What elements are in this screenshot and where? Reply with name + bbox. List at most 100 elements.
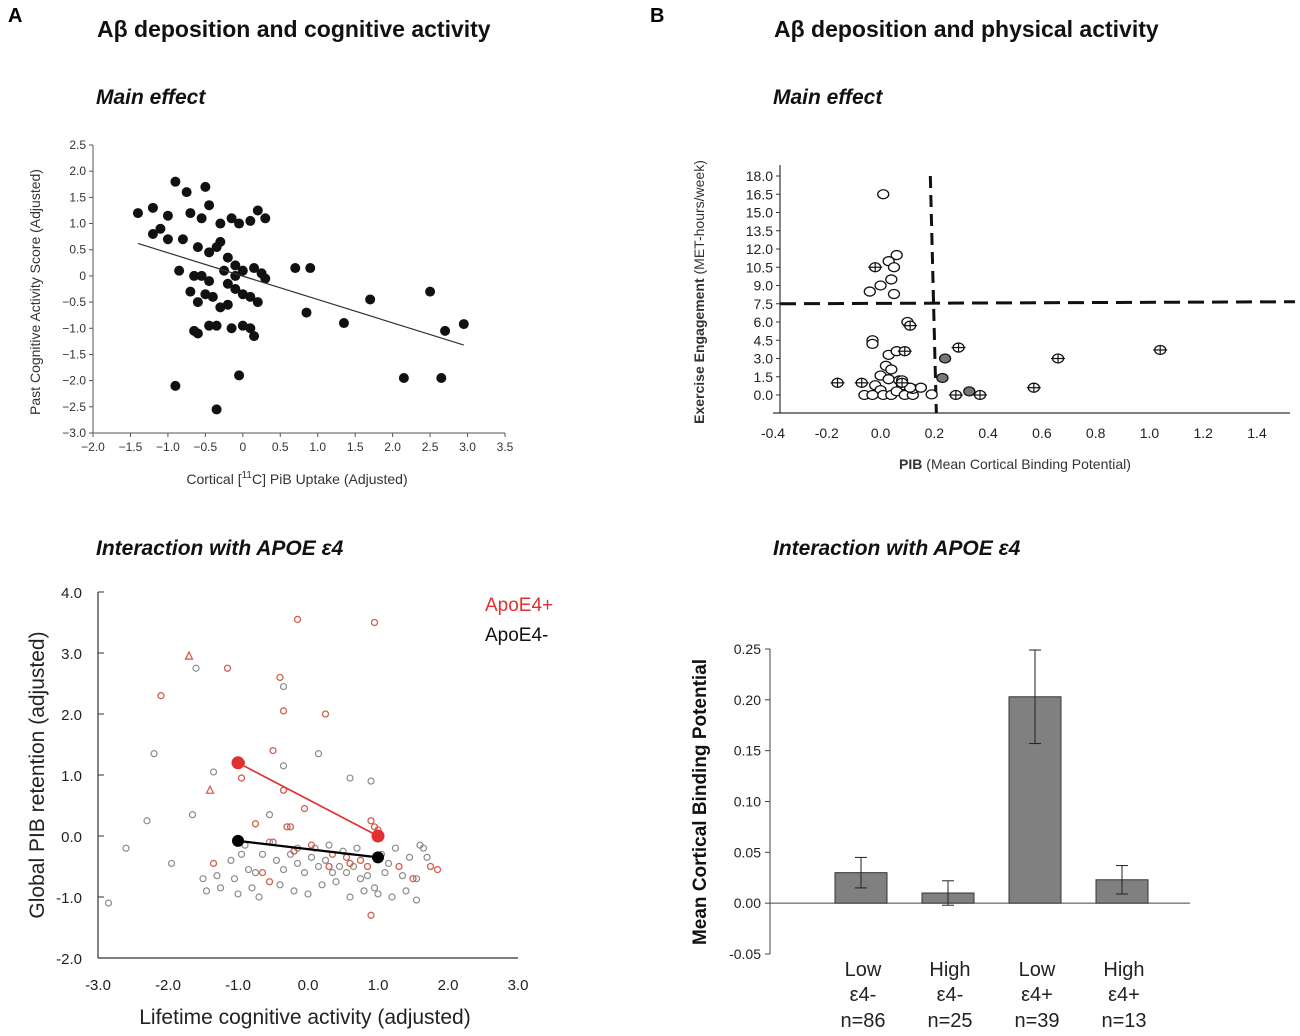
chart-b-main-scatter: PIB (Mean Cortical Binding Potential) Ex… (691, 160, 1296, 472)
apoe4-negative-point (199, 875, 207, 883)
x-tick-label: 0.0 (298, 977, 319, 994)
data-point (398, 373, 409, 384)
data-point-open (874, 280, 887, 291)
apoe4-negative-point (248, 884, 256, 892)
data-point (185, 286, 196, 297)
data-point (204, 276, 215, 287)
apoe4-negative-point (209, 768, 218, 776)
apoe4-negative-point (360, 887, 368, 895)
category-label-line2: ε4+ (1108, 984, 1140, 1006)
apoe4-positive-point (321, 710, 330, 718)
apoe4-negative-point (300, 868, 309, 877)
apoe4-negative-point (384, 859, 393, 868)
y-tick-label: 2.0 (69, 164, 86, 178)
apoe4-negative-point (279, 682, 288, 691)
category-label-line1: Low (1019, 959, 1056, 981)
apoe4-negative-point (276, 881, 284, 889)
apoe4-negative-point (265, 811, 274, 819)
data-point (425, 286, 436, 297)
apoe4-negative-point (374, 890, 382, 898)
apoe4-negative-point (202, 887, 211, 895)
data-point (170, 176, 181, 187)
apoe4-negative-point (353, 844, 361, 852)
data-point-open (885, 274, 898, 285)
apoe4-positive-point (279, 707, 288, 715)
apoe4-negative-point (230, 875, 239, 883)
data-point (230, 284, 241, 294)
apoe4-positive-triangle (184, 650, 194, 660)
y-tick-label: 0.0 (61, 829, 82, 846)
apoe4-negative-point (167, 859, 176, 868)
data-point-open (914, 382, 928, 393)
x-tick-label: 2.5 (422, 440, 439, 454)
apoe4-negative-point (237, 850, 246, 858)
x-tick-label: 1.0 (1140, 425, 1160, 441)
legend-apoe4-negative: ApoE4- (485, 625, 548, 646)
apoe4-negative-trend-line (237, 839, 379, 859)
chart-b-main-y-axis-label: Exercise Engagement (MET-hours/week) (691, 160, 707, 424)
apoe4-positive-point (258, 868, 267, 877)
y-tick-label: −1.5 (62, 347, 86, 361)
apoe4-negative-point (122, 844, 130, 852)
apoe4-negative-point (279, 762, 288, 770)
apoe4-negative-point (402, 887, 410, 895)
x-tick-label: 3.0 (508, 977, 529, 994)
chart-a-interaction-y-axis-label: Global PIB retention (adjusted) (26, 631, 49, 918)
data-point (260, 273, 271, 284)
x-tick-label: 1.0 (309, 440, 326, 454)
apoe4-negative-point (405, 853, 414, 861)
category-label-line2: ε4- (850, 984, 877, 1006)
data-point (245, 291, 256, 302)
data-point (301, 307, 312, 318)
chart-a-main-y-axis-label: Past Cognitive Activity Score (Adjusted) (27, 169, 43, 415)
x-tick-label: 0 (239, 440, 246, 454)
category-label-line1: Low (845, 959, 882, 981)
x-tick-label: -3.0 (85, 977, 111, 994)
apoe4-positive-point (346, 859, 354, 868)
x-tick-label: -0.4 (761, 425, 785, 441)
data-point (234, 370, 245, 381)
x-tick-label: 0.4 (978, 425, 998, 441)
data-point-filled (938, 353, 952, 364)
apoe4-negative-point (290, 887, 298, 895)
data-point (338, 318, 349, 329)
y-tick-label: 0.15 (734, 743, 761, 759)
x-tick-label: 1.5 (347, 440, 364, 454)
apoe4-positive-point (293, 615, 302, 624)
apoe4-positive-point (370, 618, 379, 627)
apoe4-negative-point (335, 862, 344, 871)
panel-a-interaction-label: Interaction with APOE ε4 (96, 537, 344, 560)
x-tick-label: -2.0 (155, 977, 181, 994)
x-tick-label: −0.5 (194, 440, 218, 454)
apoe4-negative-point (356, 875, 365, 883)
apoe4-positive-point (157, 692, 165, 700)
apoe4-positive-endpoint (231, 756, 245, 770)
data-point (192, 242, 203, 253)
apoe4-negative-point (412, 875, 421, 883)
y-tick-label: 0 (79, 269, 86, 283)
apoe4-positive-point (356, 856, 365, 865)
panel-a-title: Aβ deposition and cognitive activity (97, 16, 491, 42)
apoe4-negative-point (192, 664, 200, 672)
apoe4-negative-point (328, 868, 337, 877)
apoe4-positive-trend-line (237, 762, 379, 837)
panel-b-letter: B (650, 5, 664, 27)
apoe4-positive-triangle (205, 784, 215, 794)
x-tick-label: -1.0 (225, 977, 251, 994)
data-point (192, 328, 203, 339)
apoe4-negative-point (342, 868, 351, 877)
data-point (174, 265, 185, 276)
chart-b-interaction-y-axis-label: Mean Cortical Binding Potential (690, 659, 711, 945)
data-point (196, 270, 207, 281)
x-tick-label: 0.2 (925, 425, 945, 441)
data-point (185, 208, 196, 219)
apoe4-negative-endpoint (232, 834, 244, 847)
y-tick-label: 4.5 (754, 332, 774, 348)
data-point (305, 263, 316, 274)
x-tick-label: 1.4 (1247, 425, 1267, 441)
x-tick-label: -0.2 (815, 425, 839, 441)
data-point (458, 319, 469, 330)
data-point (230, 260, 241, 271)
panel-b-interaction-label: Interaction with APOE ε4 (773, 537, 1021, 560)
